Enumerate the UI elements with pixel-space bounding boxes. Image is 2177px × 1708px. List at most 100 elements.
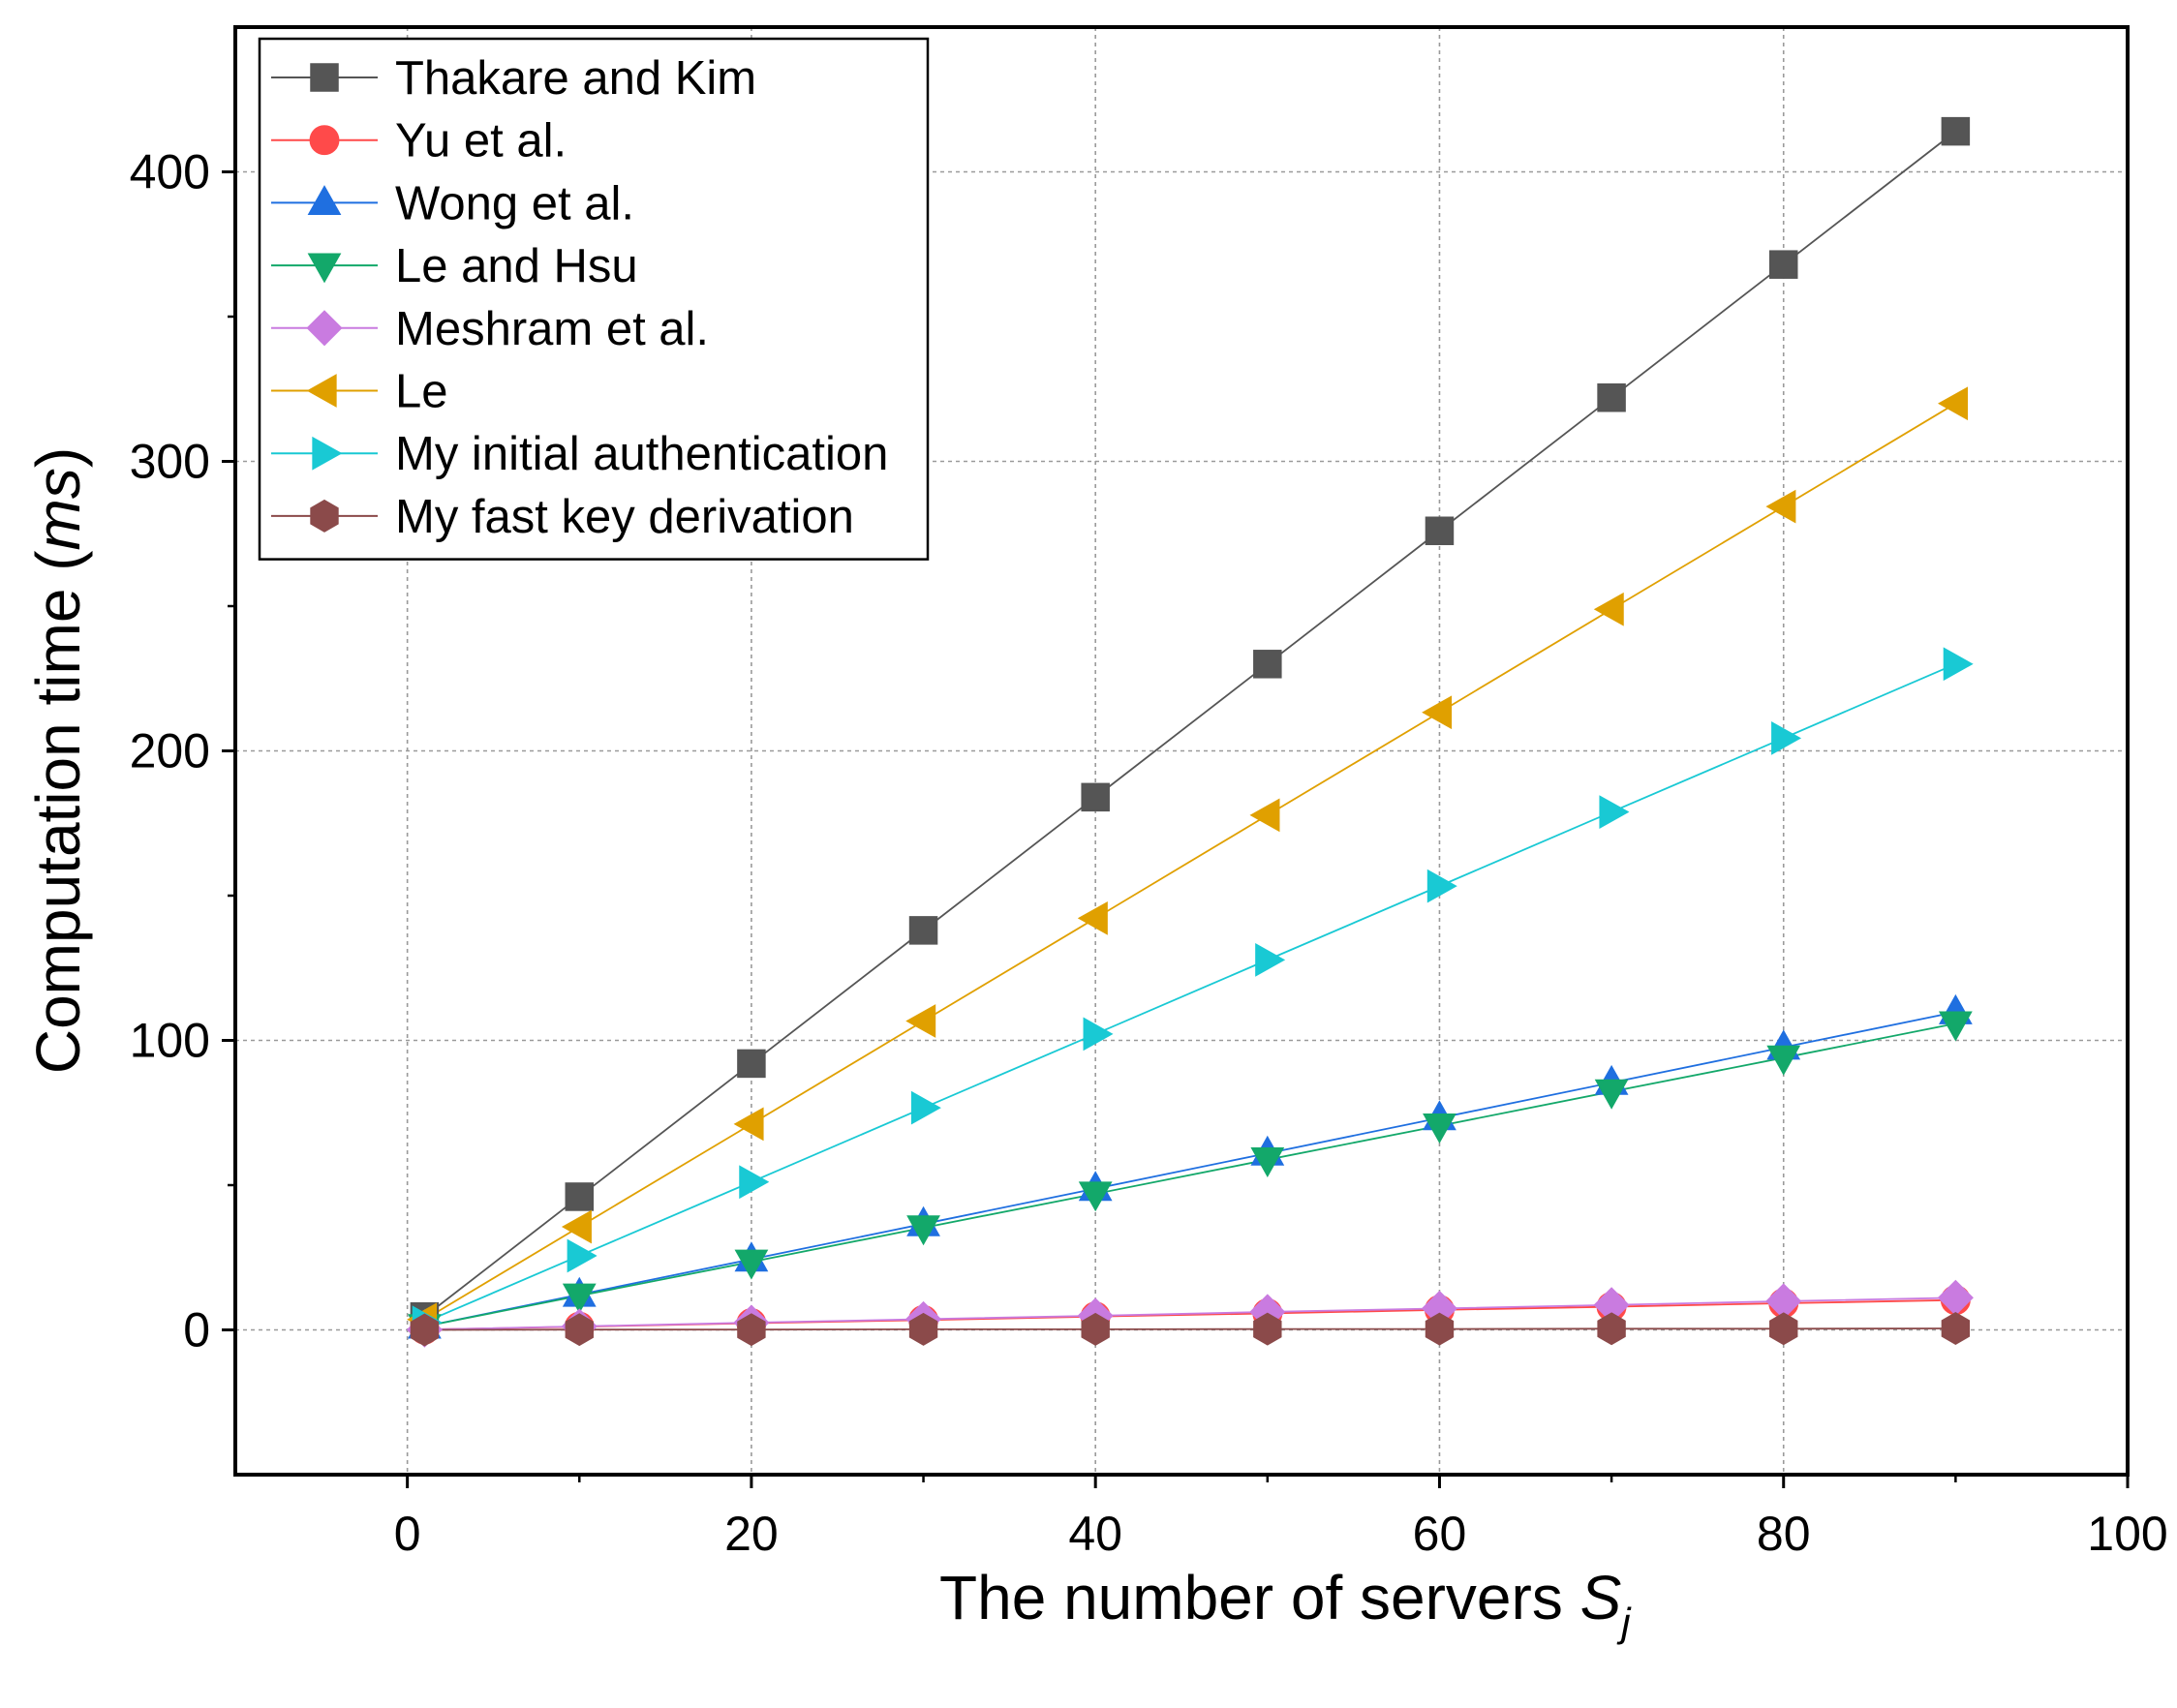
data-point bbox=[1078, 1181, 1113, 1212]
data-point bbox=[1425, 1312, 1455, 1346]
legend-marker bbox=[307, 253, 342, 284]
data-point bbox=[733, 1107, 764, 1142]
data-point bbox=[737, 1313, 766, 1347]
series-line-6 bbox=[424, 662, 1956, 1324]
series-markers bbox=[406, 116, 1974, 1348]
data-point bbox=[565, 1182, 595, 1211]
data-point bbox=[1769, 1312, 1798, 1346]
legend-entry: Thakare and Kim bbox=[271, 52, 756, 105]
data-point bbox=[1425, 516, 1455, 546]
legend-label: My initial authentication bbox=[395, 428, 888, 480]
y-tick-label: 400 bbox=[130, 145, 210, 199]
x-axis-title-text: The number of servers bbox=[939, 1563, 1580, 1632]
y-axis-title-text: Computation time ( bbox=[23, 550, 93, 1074]
data-point bbox=[1423, 1113, 1456, 1144]
series-line-7 bbox=[424, 1327, 1956, 1331]
data-point bbox=[905, 1004, 936, 1038]
x-axis-title-variable: S bbox=[1580, 1563, 1622, 1632]
data-point bbox=[1597, 1312, 1626, 1346]
legend-label: Wong et al. bbox=[395, 177, 634, 229]
y-tick-label: 100 bbox=[130, 1014, 210, 1068]
legend-entry: Le and Hsu bbox=[271, 240, 638, 292]
x-tick-label: 20 bbox=[724, 1507, 779, 1561]
data-point bbox=[1081, 782, 1110, 812]
series-points-7 bbox=[410, 1312, 1971, 1347]
legend-box bbox=[258, 37, 930, 561]
x-tick-label: 60 bbox=[1413, 1507, 1467, 1561]
data-point bbox=[739, 1165, 770, 1200]
data-point bbox=[1081, 1312, 1110, 1346]
data-point bbox=[1941, 116, 1971, 146]
legend-entry: My fast key derivation bbox=[271, 491, 854, 543]
data-point bbox=[1253, 650, 1282, 679]
y-axis-title-close: ) bbox=[23, 447, 93, 468]
legend-marker bbox=[309, 125, 340, 156]
legend-marker bbox=[306, 310, 343, 347]
legend-label: My fast key derivation bbox=[395, 491, 854, 543]
data-point bbox=[1250, 1147, 1285, 1178]
legend-entry: My initial authentication bbox=[271, 428, 888, 480]
data-point bbox=[908, 1312, 938, 1346]
data-point bbox=[1599, 795, 1630, 829]
data-point bbox=[908, 916, 938, 945]
data-point bbox=[737, 1049, 766, 1079]
y-tick-label: 300 bbox=[130, 435, 210, 489]
data-point bbox=[910, 1090, 941, 1125]
data-point bbox=[1593, 592, 1624, 626]
y-tick-label: 0 bbox=[183, 1303, 210, 1357]
data-point bbox=[1768, 250, 1798, 279]
x-tick-label: 100 bbox=[2087, 1507, 2167, 1561]
data-point bbox=[1077, 900, 1108, 935]
legend-entry: Le bbox=[271, 366, 448, 418]
series-line-3 bbox=[424, 1022, 1956, 1327]
legend-marker bbox=[310, 499, 339, 533]
x-tick-label: 0 bbox=[394, 1507, 421, 1561]
legend-marker bbox=[307, 185, 342, 216]
data-point bbox=[1941, 1312, 1971, 1345]
data-point bbox=[1594, 1079, 1629, 1110]
data-point bbox=[1766, 1045, 1801, 1076]
legend-entry: Wong et al. bbox=[271, 177, 634, 229]
legend-marker bbox=[310, 63, 339, 92]
data-point bbox=[1938, 1011, 1973, 1042]
data-point bbox=[906, 1215, 940, 1246]
data-point bbox=[410, 1313, 440, 1347]
legend-label: Le and Hsu bbox=[395, 240, 638, 292]
series-line-2 bbox=[424, 1011, 1956, 1327]
legend-marker bbox=[312, 436, 343, 471]
y-tick-label: 200 bbox=[130, 724, 210, 778]
data-point bbox=[565, 1313, 594, 1347]
axis-ticks: 0 20 40 60 80 100 0 100 200 300 400 bbox=[130, 145, 2168, 1562]
x-axis-title: The number of servers Sj bbox=[939, 1563, 1632, 1645]
data-point bbox=[1938, 386, 1969, 421]
data-point bbox=[1771, 720, 1802, 755]
y-axis-title-unit: ms bbox=[23, 468, 93, 550]
series-line-4 bbox=[424, 1296, 1956, 1331]
data-point bbox=[1249, 798, 1280, 833]
series-line-0 bbox=[423, 130, 1956, 1318]
data-point bbox=[1426, 869, 1457, 903]
legend-marker bbox=[306, 374, 337, 408]
legend-entry: Yu et al. bbox=[271, 115, 567, 168]
legend-label: Le bbox=[395, 366, 448, 418]
y-axis-title: Computation time (ms) bbox=[23, 447, 93, 1074]
data-point bbox=[1765, 489, 1796, 524]
data-point bbox=[1255, 942, 1286, 977]
legend-entry: Meshram et al. bbox=[271, 303, 709, 355]
data-point bbox=[734, 1249, 769, 1280]
data-point bbox=[1422, 695, 1453, 730]
x-tick-label: 80 bbox=[1757, 1507, 1811, 1561]
data-point bbox=[1943, 647, 1974, 682]
legend-label: Meshram et al. bbox=[395, 303, 709, 355]
legend-label: Thakare and Kim bbox=[395, 52, 756, 105]
legend-label: Yu et al. bbox=[395, 115, 567, 168]
data-point bbox=[562, 1283, 597, 1314]
data-point bbox=[1253, 1312, 1282, 1346]
data-point bbox=[561, 1209, 592, 1244]
data-point bbox=[567, 1238, 598, 1273]
data-point bbox=[1083, 1017, 1114, 1052]
series-line-5 bbox=[423, 402, 1956, 1321]
series-lines bbox=[423, 130, 1956, 1331]
legend: Thakare and Kim Yu et al. Wong et al. Le an… bbox=[258, 37, 930, 561]
